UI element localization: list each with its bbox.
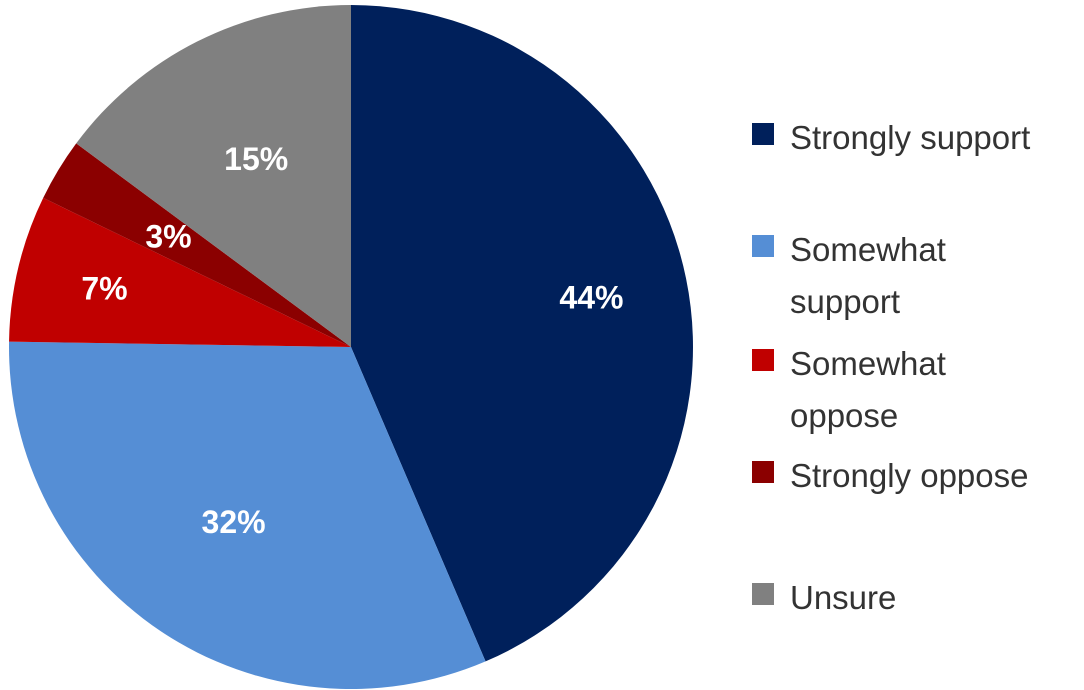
legend-item-strongly-oppose: Strongly oppose: [752, 450, 1029, 502]
pie-label-strongly-support: 44%: [559, 280, 623, 316]
legend-label-strongly-oppose: Strongly oppose: [790, 457, 1029, 494]
legend-item-somewhat-oppose: Somewhat oppose: [752, 338, 980, 442]
legend-label-strongly-support: Strongly support: [790, 119, 1031, 156]
pie-slice-strongly-support: [351, 5, 693, 662]
legend-swatch-unsure: [752, 583, 774, 605]
pie-label-somewhat-support: 32%: [202, 504, 266, 540]
legend-label-unsure: Unsure: [790, 579, 897, 616]
legend-swatch-strongly-oppose: [752, 461, 774, 483]
legend-label-somewhat-support: Somewhat support: [790, 224, 980, 328]
legend-label-somewhat-support-line1: Somewhat: [790, 231, 946, 268]
pie-slice-somewhat-support: [8, 341, 486, 689]
legend-swatch-somewhat-oppose: [752, 349, 774, 371]
pie-slice-unsure: [76, 5, 351, 347]
pie-label-somewhat-oppose: 7%: [81, 270, 127, 306]
legend-label-somewhat-support-line2: support: [790, 283, 901, 320]
legend-swatch-somewhat-support: [752, 235, 774, 257]
pie-label-strongly-oppose: 3%: [145, 218, 191, 254]
legend-item-unsure: Unsure: [752, 572, 896, 624]
legend-label-somewhat-oppose: Somewhat oppose: [790, 338, 980, 442]
legend-swatch-strongly-support: [752, 123, 774, 145]
pie-value-labels: 44% 32% 7% 3% 15%: [81, 141, 623, 540]
pie-slice-strongly-oppose: [43, 143, 351, 347]
pie-slice-somewhat-oppose: [9, 197, 351, 347]
legend-item-strongly-support: Strongly support: [752, 112, 1030, 164]
pie-label-unsure: 15%: [224, 141, 288, 177]
pie-slices: [8, 5, 693, 689]
legend-item-somewhat-support: Somewhat support: [752, 224, 980, 328]
legend-label-somewhat-oppose-line2: oppose: [790, 397, 899, 434]
legend-label-somewhat-oppose-line1: Somewhat: [790, 345, 946, 382]
